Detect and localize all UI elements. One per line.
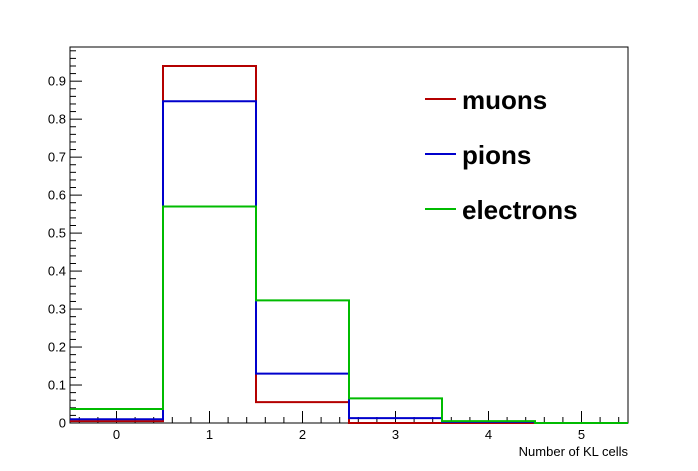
series-line-electrons — [70, 205, 628, 424]
y-tick-label: 0.5 — [48, 226, 66, 241]
y-tick-label: 0.2 — [48, 340, 66, 355]
x-tick-label: 3 — [392, 427, 399, 442]
x-axis-title: Number of KL cells — [519, 444, 629, 459]
y-tick-label: 0.4 — [48, 264, 66, 279]
x-tick-label: 5 — [578, 427, 585, 442]
legend-label-electrons: electrons — [462, 195, 578, 225]
y-axis: 0 0.1 0.2 0.3 0.4 0.5 0.6 0.7 0.8 0.9 — [48, 50, 82, 431]
y-tick-label: 0.7 — [48, 150, 66, 165]
y-tick-label: 0 — [59, 416, 66, 431]
legend-label-muons: muons — [462, 85, 547, 115]
y-tick-label: 0.6 — [48, 188, 66, 203]
x-tick-label: 0 — [113, 427, 120, 442]
histogram-series — [70, 64, 628, 424]
y-tick-label: 0.8 — [48, 112, 66, 127]
x-tick-label: 2 — [299, 427, 306, 442]
y-tick-label: 0.3 — [48, 302, 66, 317]
x-tick-label: 1 — [206, 427, 213, 442]
y-tick-label: 0.1 — [48, 378, 66, 393]
legend: muons pions electrons — [425, 85, 578, 225]
legend-label-pions: pions — [462, 140, 531, 170]
x-tick-label: 4 — [485, 427, 492, 442]
y-tick-label: 0.9 — [48, 74, 66, 89]
